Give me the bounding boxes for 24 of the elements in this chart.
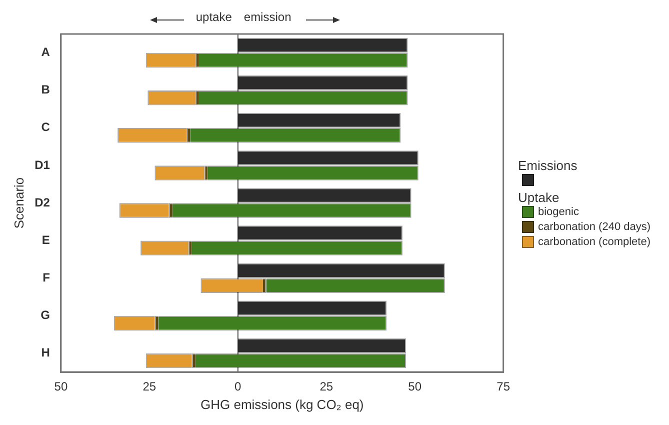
- y-tick-label: A: [41, 45, 50, 60]
- y-axis-title: Scenario: [11, 177, 26, 229]
- y-tick-label: B: [41, 82, 50, 97]
- x-tick-label: 50: [54, 380, 68, 394]
- legend-label: biogenic: [538, 206, 579, 218]
- x-tick-label: 25: [320, 380, 334, 394]
- y-tick-label: E: [42, 232, 50, 247]
- y-tick-label: G: [40, 308, 50, 322]
- legend-title: Uptake: [518, 190, 560, 205]
- text: uptake: [196, 10, 232, 24]
- x-tick-label: 0: [234, 380, 242, 394]
- y-tick-label: D1: [34, 158, 50, 172]
- x-tick-label: 75: [496, 380, 510, 394]
- y-tick-label: H: [41, 346, 50, 360]
- legend-label: carbonation (240 days): [538, 221, 651, 233]
- text: emission: [244, 10, 292, 24]
- legend-label: carbonation (complete): [538, 236, 651, 248]
- y-tick-label: F: [42, 270, 50, 284]
- x-tick-label: 25: [142, 380, 156, 394]
- x-axis-title: GHG emissions (kg CO₂ eq): [200, 396, 364, 412]
- x-tick-label: 50: [408, 380, 422, 394]
- text: Emissions: [518, 158, 578, 173]
- y-tick-label: D2: [34, 195, 50, 210]
- y-tick-label: C: [41, 120, 50, 134]
